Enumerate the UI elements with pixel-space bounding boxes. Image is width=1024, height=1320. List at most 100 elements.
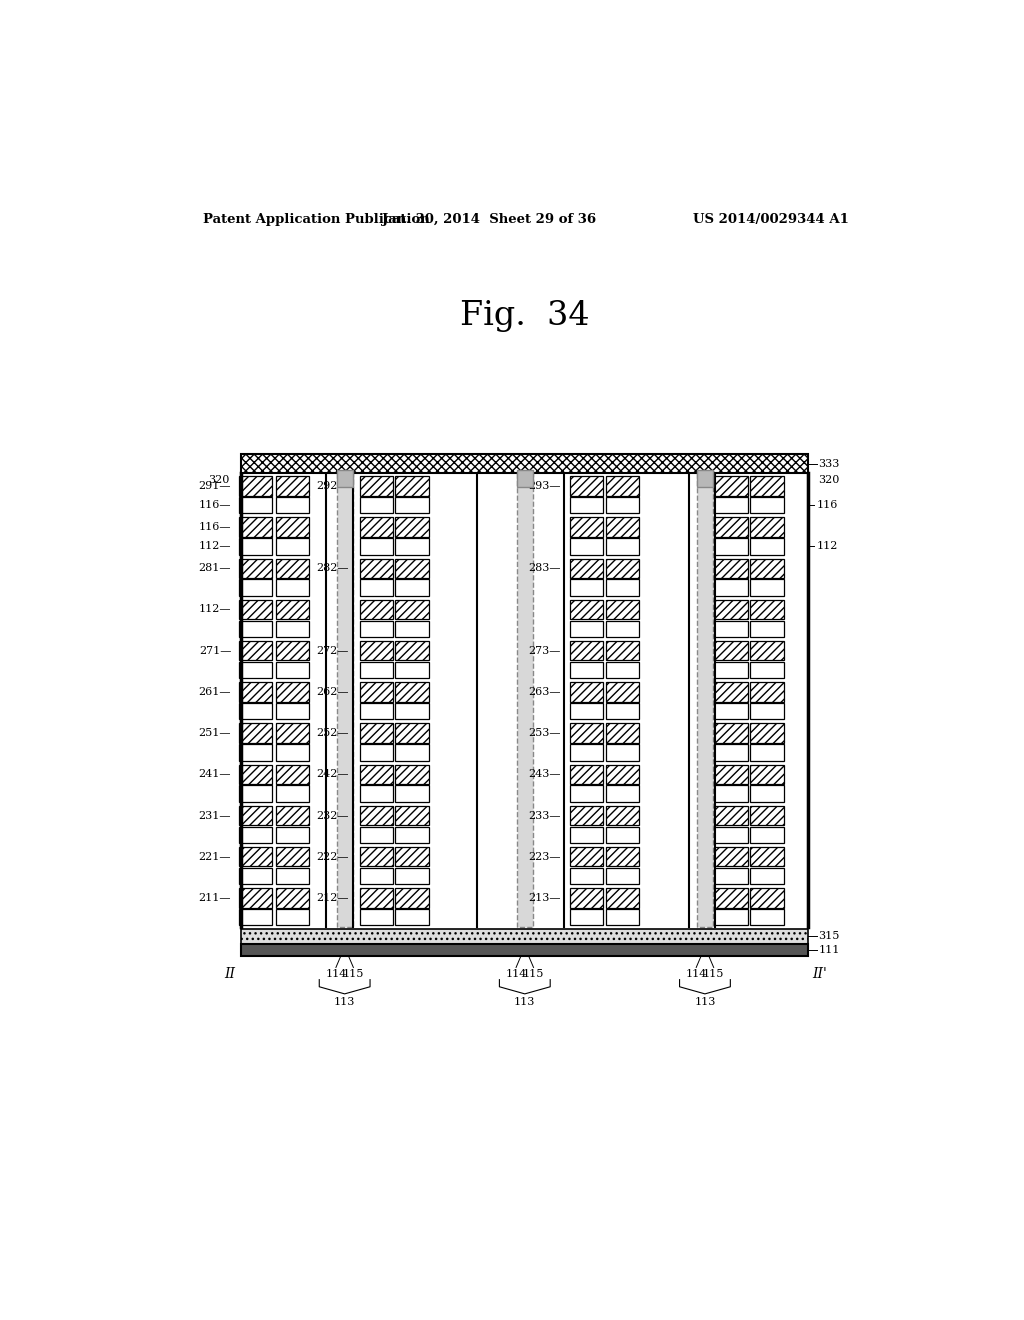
Bar — [606, 496, 639, 513]
Bar — [570, 909, 603, 925]
Text: 232—: 232— — [316, 810, 348, 821]
Text: 114: 114 — [326, 969, 346, 978]
Bar — [359, 805, 393, 825]
Text: US 2014/0029344 A1: US 2014/0029344 A1 — [693, 213, 849, 226]
Text: 113: 113 — [514, 997, 536, 1007]
Bar — [570, 599, 603, 619]
Bar — [275, 805, 309, 825]
Bar — [395, 539, 429, 554]
Bar — [751, 477, 783, 495]
Text: 242—: 242— — [316, 770, 348, 779]
Bar — [606, 620, 639, 638]
Bar — [240, 909, 272, 925]
Bar — [275, 642, 309, 660]
Bar — [240, 785, 272, 801]
Bar — [395, 579, 429, 595]
Bar — [240, 496, 272, 513]
Bar — [570, 704, 603, 719]
Text: 112—: 112— — [199, 541, 231, 552]
Bar — [359, 704, 393, 719]
Bar — [359, 785, 393, 801]
Bar — [715, 785, 748, 801]
Bar — [240, 805, 272, 825]
Bar — [606, 744, 639, 760]
Text: 283—: 283— — [528, 564, 560, 573]
Bar — [570, 682, 603, 702]
Bar — [240, 477, 272, 495]
Bar — [240, 723, 272, 743]
Bar — [359, 723, 393, 743]
Bar — [715, 888, 748, 908]
Text: 293—: 293— — [528, 480, 560, 491]
Bar — [275, 558, 309, 578]
Text: 113: 113 — [694, 997, 716, 1007]
Bar — [395, 847, 429, 866]
Bar — [242, 929, 808, 944]
Bar — [751, 599, 783, 619]
Text: 114: 114 — [506, 969, 526, 978]
Bar — [395, 867, 429, 884]
Bar — [715, 558, 748, 578]
Text: 222—: 222— — [316, 851, 348, 862]
Bar — [751, 620, 783, 638]
Text: Patent Application Publication: Patent Application Publication — [204, 213, 430, 226]
Bar — [751, 805, 783, 825]
Bar — [715, 579, 748, 595]
Text: 212—: 212— — [316, 892, 348, 903]
Bar — [240, 682, 272, 702]
Bar — [275, 496, 309, 513]
Bar — [359, 517, 393, 537]
Bar — [751, 723, 783, 743]
Bar — [570, 723, 603, 743]
Bar — [570, 764, 603, 784]
Text: 221—: 221— — [199, 851, 231, 862]
Bar — [606, 805, 639, 825]
Bar — [359, 744, 393, 760]
Bar — [275, 682, 309, 702]
Bar — [570, 496, 603, 513]
Bar — [395, 517, 429, 537]
Bar — [395, 558, 429, 578]
Bar — [570, 744, 603, 760]
Bar — [606, 764, 639, 784]
Text: 271—: 271— — [199, 645, 231, 656]
Bar — [275, 661, 309, 678]
Bar — [751, 909, 783, 925]
Bar — [570, 477, 603, 495]
Bar — [715, 826, 748, 843]
Bar — [606, 477, 639, 495]
Bar — [715, 620, 748, 638]
Bar — [570, 642, 603, 660]
Text: 251—: 251— — [199, 729, 231, 738]
Bar — [240, 642, 272, 660]
Bar — [715, 909, 748, 925]
Bar — [395, 642, 429, 660]
Text: 233—: 233— — [528, 810, 560, 821]
Bar — [240, 517, 272, 537]
Bar — [606, 558, 639, 578]
Bar — [715, 599, 748, 619]
Text: 333: 333 — [818, 459, 840, 469]
Bar — [275, 847, 309, 866]
Text: 116—: 116— — [199, 500, 231, 510]
Text: 112: 112 — [817, 541, 839, 552]
Bar — [359, 826, 393, 843]
Bar — [275, 477, 309, 495]
Bar — [606, 599, 639, 619]
Bar — [240, 539, 272, 554]
Text: 114: 114 — [685, 969, 707, 978]
Text: 253—: 253— — [528, 729, 560, 738]
Bar — [337, 474, 352, 927]
Bar — [697, 470, 713, 487]
Bar — [359, 620, 393, 638]
Bar — [359, 847, 393, 866]
Text: 116—: 116— — [199, 521, 231, 532]
Bar — [275, 517, 309, 537]
Bar — [240, 620, 272, 638]
Bar — [395, 744, 429, 760]
Bar — [751, 642, 783, 660]
Bar — [240, 579, 272, 595]
Bar — [715, 496, 748, 513]
Bar — [395, 826, 429, 843]
Bar — [751, 744, 783, 760]
